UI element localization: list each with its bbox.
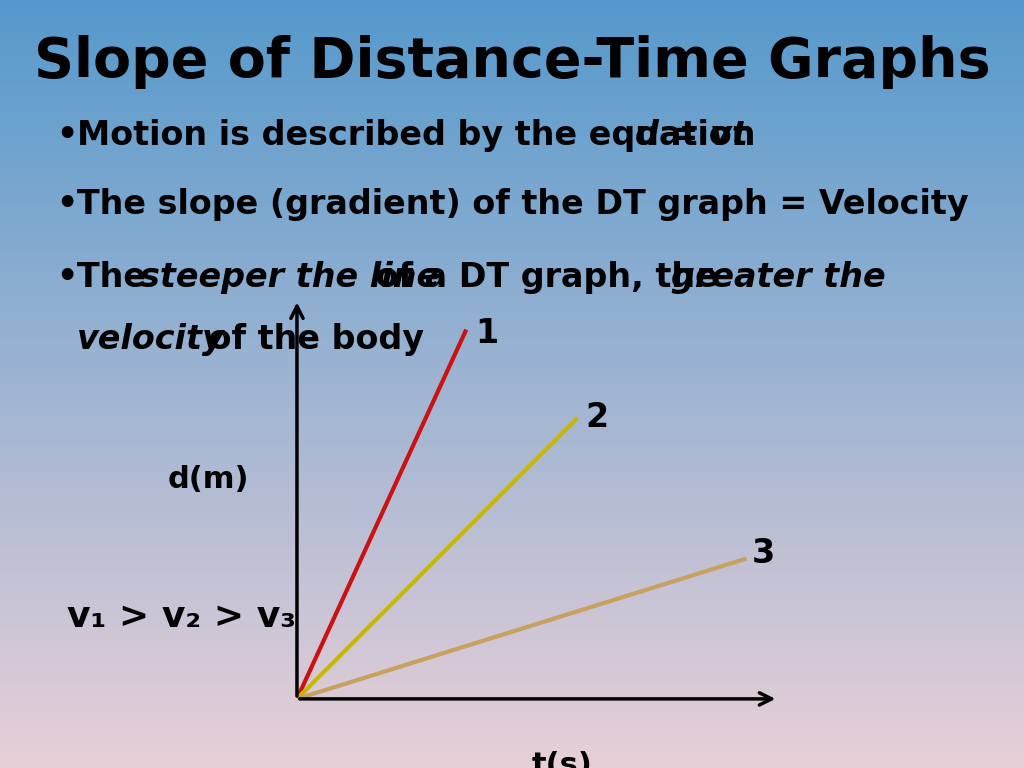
Text: •: • [56,261,78,294]
Text: v₁ > v₂ > v₃: v₁ > v₂ > v₃ [67,600,296,634]
Text: steeper the line: steeper the line [140,261,439,294]
Text: The slope (gradient) of the DT graph = Velocity: The slope (gradient) of the DT graph = V… [77,188,969,221]
Text: 2: 2 [586,402,609,435]
Text: of a DT graph, the: of a DT graph, the [364,261,729,294]
Text: d = vt: d = vt [635,119,748,152]
Text: Slope of Distance-Time Graphs: Slope of Distance-Time Graphs [34,35,990,88]
Text: t(s): t(s) [531,751,592,768]
Text: The: The [77,261,158,294]
Text: d(m): d(m) [167,465,249,494]
Text: 1: 1 [475,317,498,350]
Text: 3: 3 [752,537,775,570]
Text: greater the: greater the [671,261,886,294]
Text: velocity: velocity [77,323,224,356]
Text: Motion is described by the equation: Motion is described by the equation [77,119,767,152]
Text: •: • [56,188,78,221]
Text: of the body: of the body [197,323,424,356]
Text: •: • [56,119,78,152]
